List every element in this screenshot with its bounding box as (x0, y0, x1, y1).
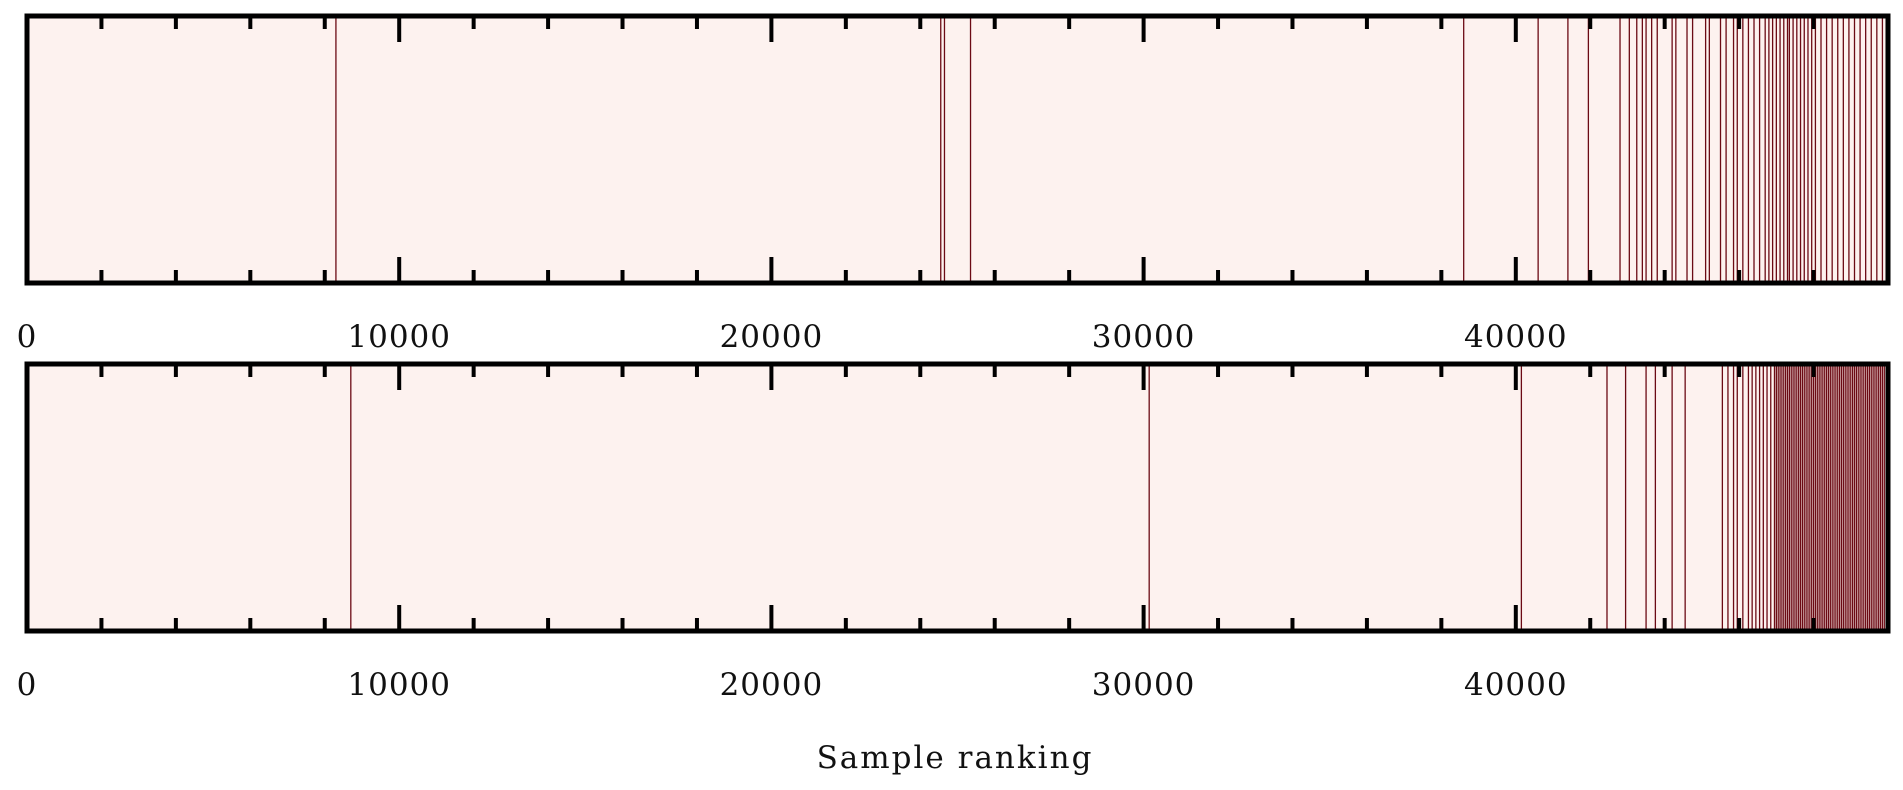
x-tick-label: 10000 (347, 319, 451, 355)
panel-frame (24, 13, 1891, 286)
x-tick-label: 20000 (720, 667, 824, 703)
panels: 0 10000 20000 30000 40000 0 10000 20000 30000 400… (17, 13, 1891, 703)
x-tick-label: 0 (17, 667, 38, 703)
panel-background (27, 364, 1888, 631)
panel-bottom: 0 10000 20000 30000 40000 (17, 361, 1891, 703)
x-tick-label: 40000 (1464, 667, 1568, 703)
x-tick-label: 10000 (347, 667, 451, 703)
x-tick-label: 20000 (720, 319, 824, 355)
x-tick-label: 30000 (1092, 319, 1196, 355)
x-tick-label: 0 (17, 319, 38, 355)
x-axis-title: Sample ranking (817, 740, 1094, 776)
panel-background (27, 16, 1888, 283)
panel-top: 0 10000 20000 30000 40000 (17, 13, 1891, 355)
x-tick-label: 40000 (1464, 319, 1568, 355)
panel-frame (24, 361, 1891, 634)
x-tick-label: 30000 (1092, 667, 1196, 703)
